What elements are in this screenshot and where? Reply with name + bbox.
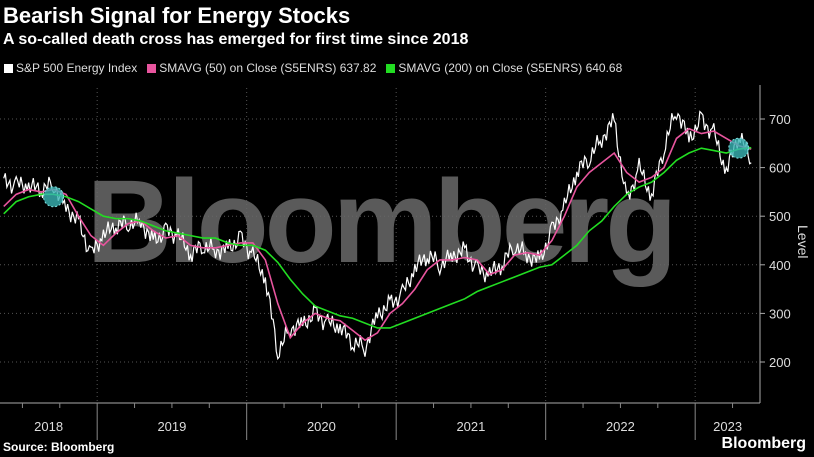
y-tick-label: 400	[769, 258, 791, 273]
y-tick-label: 700	[769, 112, 791, 127]
x-tick-label: 2023	[713, 419, 742, 434]
y-tick-label: 600	[769, 161, 791, 176]
legend-label: SMAVG (200) on Close (S5ENRS) 640.68	[398, 61, 623, 75]
y-tick-label: 500	[769, 209, 791, 224]
sma200-line	[3, 146, 752, 329]
legend-swatch	[147, 63, 157, 73]
sma50-line	[3, 127, 752, 342]
chart-title: Bearish Signal for Energy Stocks	[3, 3, 351, 28]
legend-item-index: S&P 500 Energy Index	[4, 61, 137, 75]
x-tick-label: 2022	[606, 419, 635, 434]
legend-item-sma200: SMAVG (200) on Close (S5ENRS) 640.68	[386, 61, 622, 75]
legend-swatch	[4, 63, 13, 73]
x-tick-label: 2018	[34, 419, 63, 434]
y-axis-label: Level	[795, 225, 811, 258]
legend: S&P 500 Energy Index SMAVG (50) on Close…	[4, 61, 622, 75]
watermark: Bloomberg	[87, 156, 674, 288]
death-cross-marker	[43, 186, 65, 208]
brand-logo: Bloomberg	[721, 435, 806, 452]
legend-item-sma50: SMAVG (50) on Close (S5ENRS) 637.82	[147, 61, 376, 75]
x-tick-label: 2019	[157, 419, 186, 434]
legend-label: S&P 500 Energy Index	[16, 61, 138, 75]
source-note: Source: Bloomberg	[3, 440, 115, 454]
x-tick-label: 2020	[307, 419, 336, 434]
y-tick-label: 300	[769, 306, 791, 321]
legend-swatch	[386, 63, 396, 73]
legend-label: SMAVG (50) on Close (S5ENRS) 637.82	[159, 61, 377, 75]
death-cross-marker	[728, 137, 750, 159]
x-tick-label: 2021	[456, 419, 485, 434]
y-tick-label: 200	[769, 355, 791, 370]
chart-subtitle: A so-called death cross has emerged for …	[3, 31, 469, 48]
